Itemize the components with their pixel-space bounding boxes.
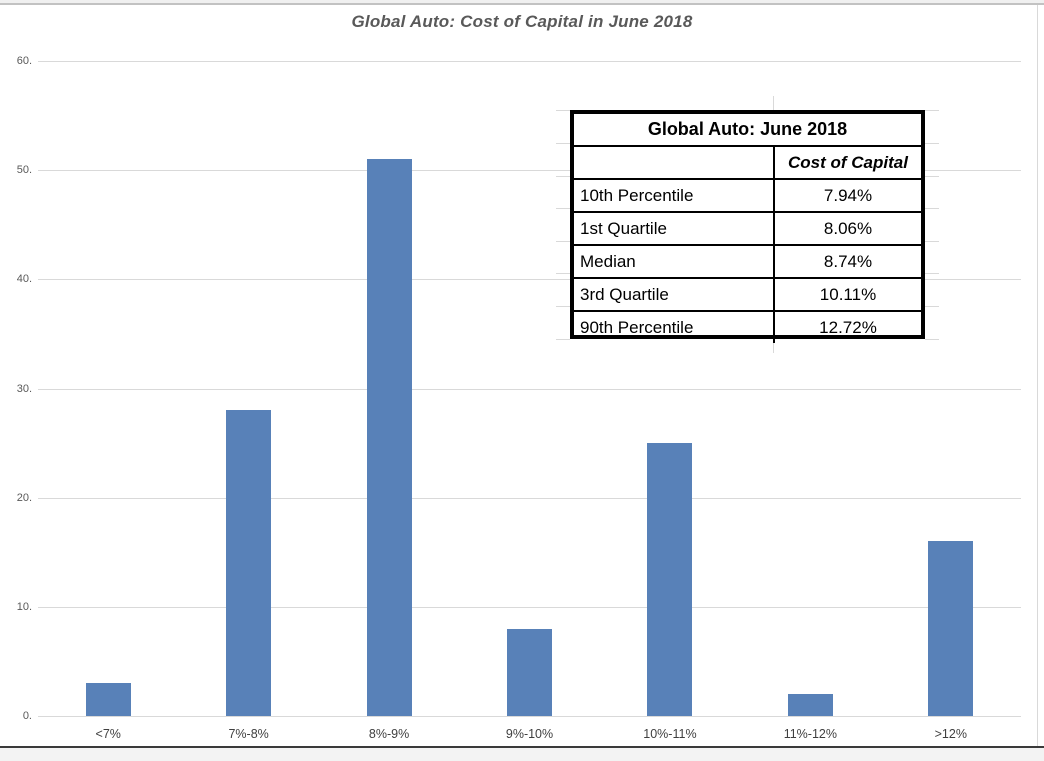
excel-gridline-stub bbox=[925, 208, 939, 209]
window-top-border bbox=[0, 3, 1044, 5]
bar-<7% bbox=[85, 683, 131, 716]
bar-10%-11% bbox=[647, 443, 693, 716]
x-axis-tick-label: 11%-12% bbox=[783, 727, 837, 741]
excel-gridline-stub bbox=[925, 143, 939, 144]
window-bottom-border bbox=[0, 746, 1044, 748]
row-label: 3rd Quartile bbox=[574, 277, 775, 312]
bar-9%-10% bbox=[507, 628, 552, 716]
window-bottom-strip bbox=[0, 748, 1044, 761]
x-axis-tick-label: 7%-8% bbox=[228, 727, 269, 741]
y-gridline bbox=[38, 61, 1021, 62]
excel-gridline-stub bbox=[556, 241, 570, 242]
excel-gridline-stub bbox=[925, 110, 939, 111]
table-column-header-row: Cost of Capital bbox=[574, 145, 921, 180]
excel-gridline-stub bbox=[556, 176, 570, 177]
excel-gridline-stub bbox=[556, 143, 570, 144]
summary-stats-table: Global Auto: June 2018 Cost of Capital 1… bbox=[570, 110, 925, 343]
excel-gridline-stub bbox=[556, 110, 570, 111]
y-gridline bbox=[38, 606, 1021, 608]
y-gridline bbox=[38, 170, 1021, 172]
excel-gridline-stub bbox=[925, 241, 939, 242]
window-top-strip bbox=[0, 0, 1044, 3]
table-title: Global Auto: June 2018 bbox=[574, 114, 921, 147]
table-row: 10th Percentile 7.94% bbox=[574, 178, 921, 213]
excel-gridline-stub bbox=[925, 273, 939, 274]
table-row: 90th Percentile 12.72% bbox=[574, 310, 921, 343]
table-row: Median 8.74% bbox=[574, 244, 921, 279]
bar-8%-9% bbox=[366, 159, 412, 716]
table-row: 3rd Quartile 10.11% bbox=[574, 277, 921, 312]
y-axis-tick-label: 20. bbox=[16, 491, 32, 504]
y-axis-tick-label: 60. bbox=[16, 55, 32, 67]
row-value: 10.11% bbox=[773, 277, 921, 312]
bar-11%-12% bbox=[787, 694, 833, 716]
x-axis-tick-label: >12% bbox=[934, 727, 967, 741]
excel-gridline-stub bbox=[556, 306, 570, 307]
row-label: Median bbox=[574, 244, 775, 279]
x-axis-tick-label: <7% bbox=[95, 727, 121, 741]
chart-title: Global Auto: Cost of Capital in June 201… bbox=[351, 12, 693, 31]
y-gridline bbox=[38, 279, 1021, 281]
y-axis-tick-label: 0. bbox=[22, 710, 32, 722]
table-row: 1st Quartile 8.06% bbox=[574, 211, 921, 246]
y-gridline bbox=[38, 716, 1021, 717]
y-axis-tick-label: 40. bbox=[16, 273, 32, 286]
y-gridline bbox=[38, 497, 1021, 499]
excel-gridline-stub bbox=[773, 339, 774, 353]
excel-gridline-stub bbox=[773, 96, 774, 110]
excel-gridline-stub bbox=[556, 208, 570, 209]
x-axis-tick-label: 8%-9% bbox=[368, 727, 410, 741]
x-axis-tick-label: 10%-11% bbox=[643, 727, 697, 741]
empty-cell bbox=[574, 145, 775, 180]
row-value: 12.72% bbox=[773, 310, 921, 343]
excel-gridline-stub bbox=[925, 306, 939, 307]
row-label: 10th Percentile bbox=[574, 178, 775, 213]
row-value: 8.74% bbox=[773, 244, 921, 279]
bar->12% bbox=[928, 541, 974, 716]
row-label: 90th Percentile bbox=[574, 310, 775, 343]
cost-of-capital-column-header: Cost of Capital bbox=[773, 145, 921, 180]
y-gridline bbox=[38, 388, 1021, 390]
excel-gridline-stub bbox=[925, 339, 939, 340]
window-right-edge bbox=[1037, 5, 1038, 746]
row-value: 7.94% bbox=[773, 178, 921, 213]
excel-gridline-stub bbox=[556, 273, 570, 274]
table-header-row: Global Auto: June 2018 bbox=[574, 114, 921, 147]
excel-gridline-stub bbox=[556, 339, 570, 340]
bar-7%-8% bbox=[226, 410, 272, 716]
y-axis-tick-label: 50. bbox=[16, 164, 32, 177]
y-axis-tick-label: 10. bbox=[16, 600, 32, 613]
row-value: 8.06% bbox=[773, 211, 921, 246]
y-axis-tick-label: 30. bbox=[16, 382, 32, 395]
row-label: 1st Quartile bbox=[574, 211, 775, 246]
x-axis-tick-label: 9%-10% bbox=[505, 727, 554, 741]
excel-gridline-stub bbox=[925, 176, 939, 177]
